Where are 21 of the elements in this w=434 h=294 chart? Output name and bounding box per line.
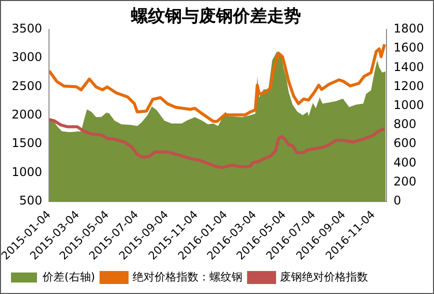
y2-tick-label: 1800 xyxy=(393,22,424,36)
y2-tick-label: 1400 xyxy=(393,60,424,74)
y2-tick-label: 0 xyxy=(393,194,402,208)
y2-tick-label: 1000 xyxy=(393,98,424,112)
legend-label: 价差(右轴) xyxy=(42,270,96,284)
chart-title: 螺纹钢与废钢价差走势 xyxy=(130,6,301,27)
y2-tick-label: 600 xyxy=(393,136,416,150)
y-tick-label: 2000 xyxy=(12,108,42,122)
y-tick-label: 1500 xyxy=(12,136,42,150)
y-tick-label: 3500 xyxy=(12,22,42,36)
legend-label: 废钢绝对价格指数 xyxy=(280,270,368,284)
y-tick-label: 2500 xyxy=(12,78,42,93)
legend-label: 绝对价格指数：螺纹钢 xyxy=(132,270,243,284)
y2-tick-label: 1200 xyxy=(393,78,424,93)
y2-tick-label: 800 xyxy=(393,117,416,132)
y-tick-label: 500 xyxy=(19,194,42,208)
y2-tick-label: 1600 xyxy=(393,40,424,55)
y-tick-label: 1000 xyxy=(12,164,42,179)
y2-tick-label: 200 xyxy=(393,174,416,188)
y-tick-label: 3000 xyxy=(12,50,42,64)
y2-tick-label: 400 xyxy=(393,155,416,170)
